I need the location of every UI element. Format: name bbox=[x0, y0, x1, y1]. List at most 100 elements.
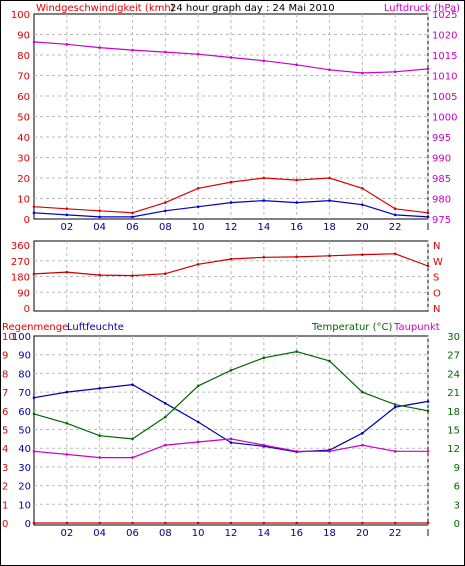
humidity-tick-label: 60 bbox=[18, 407, 31, 418]
time-tick-label: 08 bbox=[159, 528, 172, 539]
wind-direction-point bbox=[196, 262, 200, 266]
wind-tick-label: 40 bbox=[17, 133, 30, 144]
direction-tick-label: 270 bbox=[11, 257, 30, 268]
series-point bbox=[164, 415, 167, 419]
series-point bbox=[426, 521, 430, 525]
series-point bbox=[98, 456, 101, 459]
compass-tick-label: N bbox=[433, 304, 440, 315]
rain-tick-label: 5 bbox=[2, 426, 8, 437]
time-tick-label: 16 bbox=[290, 222, 303, 233]
series-point bbox=[426, 450, 430, 453]
series-point bbox=[98, 434, 101, 438]
series-point bbox=[164, 50, 167, 54]
temperature-tick-label: 15 bbox=[447, 426, 460, 437]
series-point bbox=[262, 356, 266, 360]
series-point bbox=[361, 186, 364, 190]
temperature-axis-label: Temperatur (°C) bbox=[311, 322, 392, 333]
series-point bbox=[328, 450, 331, 453]
time-tick-label: 18 bbox=[323, 222, 336, 233]
time-tick-label: 06 bbox=[126, 528, 139, 539]
series-point bbox=[32, 211, 36, 215]
series-point bbox=[328, 68, 331, 72]
series-point bbox=[295, 201, 298, 204]
temperature-tick-label: 6 bbox=[454, 482, 460, 493]
series-point bbox=[295, 178, 298, 182]
series-point bbox=[328, 176, 331, 180]
pressure-tick-label: 980 bbox=[432, 195, 451, 206]
temperature-tick-label: 9 bbox=[454, 463, 460, 474]
series-point bbox=[426, 409, 430, 413]
series-point bbox=[32, 412, 36, 416]
series-point bbox=[295, 521, 298, 525]
series-point bbox=[361, 521, 364, 525]
pressure-tick-label: 1020 bbox=[432, 31, 457, 42]
series-point bbox=[393, 521, 397, 525]
time-tick-label: 06 bbox=[126, 222, 139, 233]
direction-tick-label: 0 bbox=[24, 304, 30, 315]
wind-axis-label: Windgeschwindigkeit (kmh) bbox=[36, 3, 175, 14]
wind-tick-label: 80 bbox=[17, 51, 30, 62]
series-point bbox=[196, 186, 200, 190]
wind-tick-label: 50 bbox=[17, 113, 30, 124]
time-tick-label: 02 bbox=[60, 222, 73, 233]
humidity-tick-label: 20 bbox=[18, 482, 31, 493]
humidity-tick-label: 90 bbox=[18, 351, 31, 362]
wind-direction-point bbox=[229, 257, 233, 261]
wind-tick-label: 30 bbox=[17, 154, 30, 165]
rain-tick-label: 8 bbox=[2, 369, 8, 380]
series-point bbox=[164, 209, 167, 213]
humidity-tick-label: 100 bbox=[12, 332, 31, 343]
humidity-tick-label: 50 bbox=[18, 426, 31, 437]
temperature-tick-label: 0 bbox=[454, 519, 460, 530]
humidity-tick-label: 0 bbox=[25, 519, 31, 530]
temperature-tick-label: 18 bbox=[447, 407, 460, 418]
series-point bbox=[164, 521, 167, 525]
series-point bbox=[131, 48, 134, 52]
time-tick-label: 10 bbox=[192, 528, 205, 539]
series-point bbox=[131, 456, 134, 459]
direction-tick-label: 360 bbox=[11, 241, 30, 252]
series-point bbox=[196, 384, 200, 388]
wind-tick-label: 20 bbox=[17, 174, 30, 185]
rain-axis-label: Regenmenge bbox=[2, 322, 68, 333]
series-point bbox=[295, 450, 298, 453]
rain-tick-label: 0 bbox=[2, 519, 8, 530]
humidity-tick-label: 80 bbox=[18, 369, 31, 380]
rain-tick-label: 7 bbox=[2, 388, 8, 399]
wind-tick-label: 60 bbox=[17, 92, 30, 103]
series-point bbox=[32, 396, 36, 400]
series-point bbox=[393, 450, 397, 453]
pressure-axis-label: Luftdruck (hPa) bbox=[384, 3, 460, 14]
wind-tick-label: 10 bbox=[17, 195, 30, 206]
wind-direction-point bbox=[131, 274, 134, 277]
pressure-tick-label: 1015 bbox=[432, 51, 457, 62]
series-point bbox=[196, 205, 200, 208]
time-tick-label: 22 bbox=[389, 528, 402, 539]
series-point bbox=[196, 440, 200, 444]
temperature-tick-label: 24 bbox=[447, 369, 460, 380]
series-point bbox=[65, 521, 69, 525]
dewpoint-axis-label: Taupunkt bbox=[393, 322, 440, 333]
temperature-tick-label: 21 bbox=[447, 388, 460, 399]
series-point bbox=[229, 521, 233, 525]
rain-tick-label: 6 bbox=[2, 407, 8, 418]
series-point bbox=[65, 207, 69, 211]
series-point bbox=[164, 201, 167, 204]
series-point bbox=[65, 43, 69, 46]
series-point bbox=[328, 359, 331, 363]
pressure-tick-label: 1005 bbox=[432, 92, 457, 103]
series-point bbox=[295, 350, 298, 353]
series-point bbox=[164, 402, 167, 405]
rain-tick-label: 4 bbox=[2, 444, 8, 455]
time-tick-label: 20 bbox=[356, 222, 369, 233]
series-point bbox=[361, 203, 364, 206]
humidity-tick-label: 70 bbox=[18, 388, 31, 399]
series-point bbox=[131, 383, 134, 386]
wind-direction-point bbox=[295, 255, 298, 259]
series-point bbox=[426, 215, 430, 219]
rain-tick-label: 10 bbox=[2, 332, 15, 343]
humidity-tick-label: 10 bbox=[18, 500, 31, 511]
series-point bbox=[65, 453, 69, 456]
wind-direction-point bbox=[98, 273, 101, 277]
humidity-tick-label: 30 bbox=[18, 463, 31, 474]
